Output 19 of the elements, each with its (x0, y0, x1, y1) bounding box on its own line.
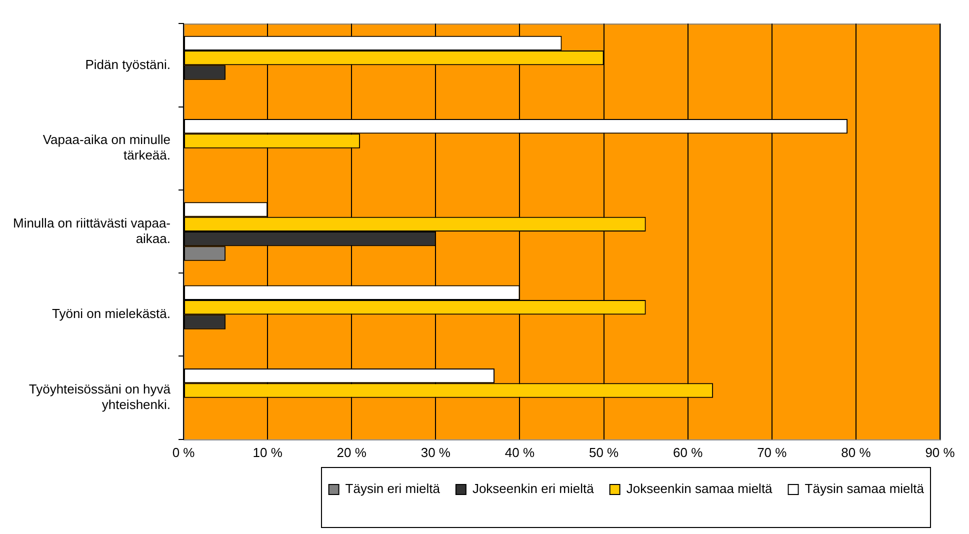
x-tick-label: 20 % (336, 444, 367, 460)
x-tick-label: 70 % (757, 444, 788, 460)
x-tick-label: 0 % (172, 444, 196, 460)
x-tick-label: 80 % (841, 444, 872, 460)
legend-label: Täysin eri mieltä (345, 481, 441, 496)
x-tick-label: 50 % (588, 444, 620, 460)
y-tick-label: Työyhteisössäni on hyvä yhteishenki. (28, 382, 172, 412)
x-tick-label: 90 % (925, 444, 956, 460)
y-tick-label: Minulla on riittävästi vapaa-aikaa. (12, 215, 171, 246)
y-tick-label: Pidän työstäni. (85, 56, 171, 72)
legend-label: Jokseenkin eri mieltä (472, 481, 595, 496)
x-tick-label: 10 % (252, 444, 283, 460)
legend-label: Jokseenkin samaa mieltä (626, 481, 774, 496)
x-tick-label: 60 % (673, 444, 704, 460)
y-tick-label: Työni on mielekästä. (52, 306, 171, 322)
x-tick-label: 40 % (504, 444, 535, 460)
x-tick-label: 30 % (420, 444, 451, 460)
legend-label: Täysin samaa mieltä (804, 481, 925, 496)
y-tick-label: Vapaa-aika on minulle tärkeää. (42, 132, 171, 163)
